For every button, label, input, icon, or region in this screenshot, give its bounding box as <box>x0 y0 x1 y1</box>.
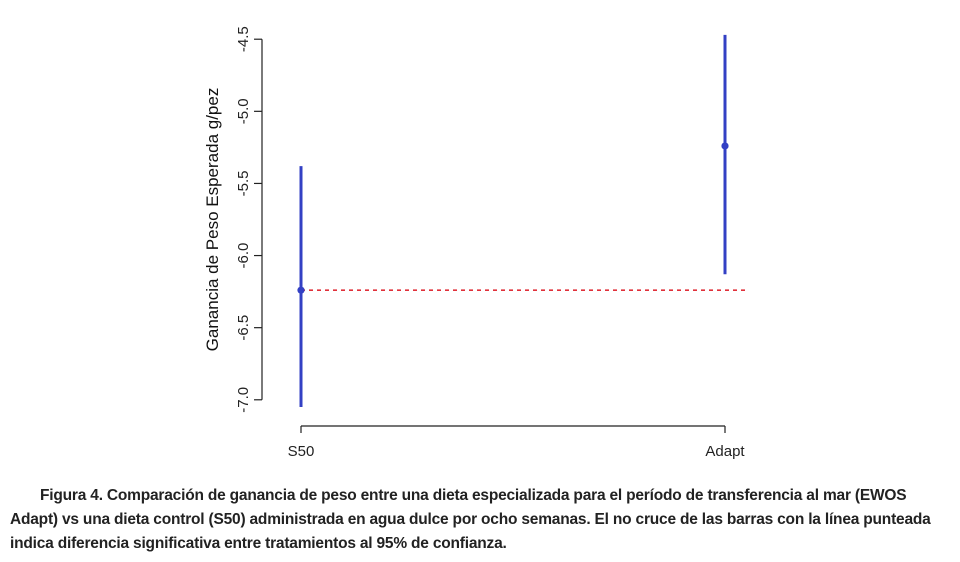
figure-caption: Figura 4. Comparación de ganancia de pes… <box>10 487 931 552</box>
y-axis-title: Ganancia de Peso Esperada g/pez <box>203 88 222 352</box>
x-tick-label: S50 <box>288 443 315 460</box>
y-tick-label: -6.5 <box>235 315 252 341</box>
y-tick-label: -7.0 <box>235 387 252 413</box>
y-tick-label: -5.5 <box>235 171 252 197</box>
y-ticks: -7.0 -6.5 -6.0 -5.5 -5.0 -4.5 <box>235 26 262 413</box>
chart: -7.0 -6.5 -6.0 -5.5 -5.0 -4.5 S50 Adapt Gananc… <box>203 26 747 460</box>
estimate-point <box>297 286 305 294</box>
plot-marks <box>297 34 747 407</box>
y-tick-label: -4.5 <box>235 26 252 52</box>
x-tick-label: Adapt <box>705 443 745 460</box>
y-tick-label: -6.0 <box>235 243 252 269</box>
y-tick-label: -5.0 <box>235 98 252 124</box>
x-ticks: S50 Adapt <box>288 426 745 460</box>
estimate-point <box>721 142 729 150</box>
